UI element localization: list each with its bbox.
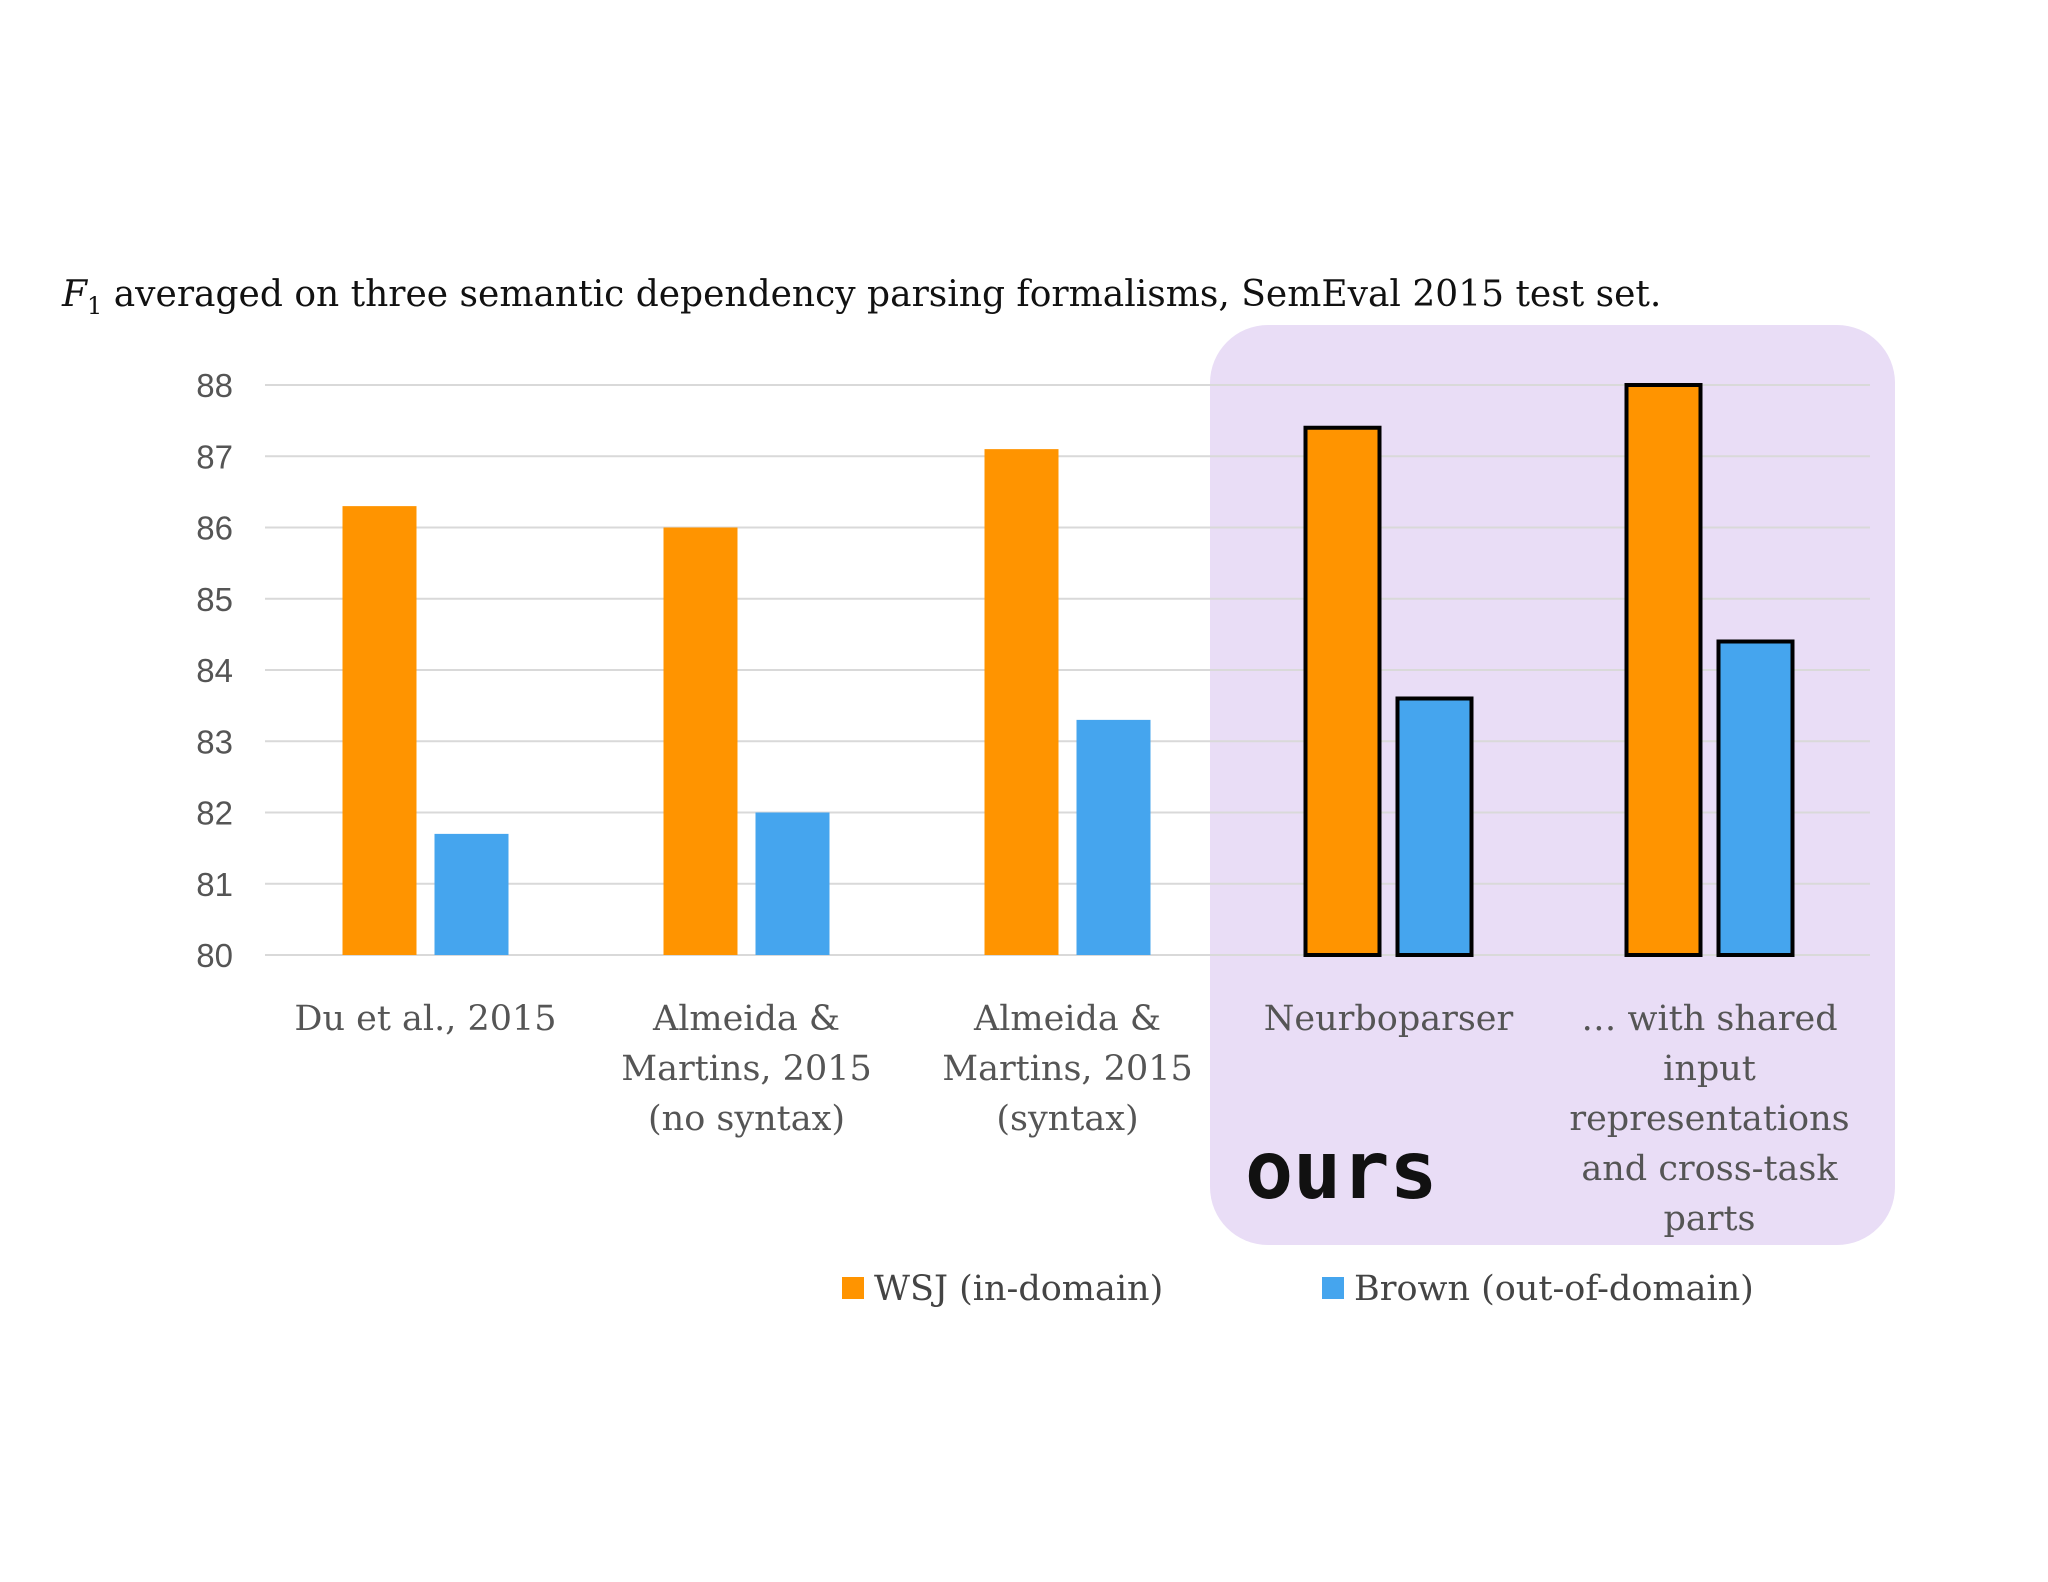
bars [342, 383, 1795, 957]
legend-label-wsj: WSJ (in-domain) [874, 1269, 1163, 1309]
title-rest: averaged on three semantic dependency pa… [102, 274, 1661, 315]
y-tick-label: 86 [196, 510, 233, 547]
x-category-label-line: input [1663, 1049, 1756, 1089]
x-category-label-line: (no syntax) [648, 1099, 845, 1139]
y-tick-label: 83 [196, 723, 233, 760]
x-category-label-line: Martins, 2015 [621, 1049, 872, 1089]
title-symbol: F [61, 274, 89, 315]
x-category-label-3: Neurboparser [1264, 999, 1514, 1039]
x-category-label-2: Almeida & Martins, 2015 (syntax) [942, 999, 1193, 1139]
x-category-label-line: … with shared [1581, 999, 1837, 1039]
x-category-label-line: Almeida & [652, 999, 840, 1039]
y-tick-label: 87 [196, 438, 233, 475]
y-tick-label: 82 [196, 795, 233, 832]
x-category-label-4: … with shared input representations and cro… [1569, 999, 1849, 1239]
x-category-label-line: Neurboparser [1264, 999, 1514, 1039]
y-tick-label: 84 [196, 652, 233, 689]
x-category-label-1: Almeida & Martins, 2015 (no syntax) [621, 999, 872, 1139]
bar-brown-1 [755, 812, 830, 955]
bar-wsj-3 [1303, 425, 1382, 957]
y-tick-label: 81 [196, 866, 233, 903]
bar-brown-4 [1716, 639, 1795, 957]
x-category-label-line: representations [1569, 1099, 1849, 1139]
x-category-label-line: and cross-task [1581, 1149, 1838, 1189]
legend-label-brown: Brown (out-of-domain) [1354, 1269, 1754, 1309]
grid-lines [265, 384, 1870, 956]
y-tick-label: 80 [196, 937, 233, 974]
chart-title: F1 averaged on three semantic dependency… [61, 274, 1661, 320]
legend-swatch-brown [1322, 1277, 1344, 1299]
x-category-label-0: Du et al., 2015 [294, 999, 556, 1039]
legend-swatch-wsj [842, 1277, 864, 1299]
legend: WSJ (in-domain) Brown (out-of-domain) [842, 1269, 1754, 1309]
y-axis-ticks: 80 81 82 83 84 85 86 87 88 [196, 367, 233, 974]
title-subscript: 1 [87, 292, 102, 320]
x-category-label-line: Almeida & [973, 999, 1161, 1039]
bar-brown-3 [1395, 696, 1474, 957]
ours-label: ours [1245, 1124, 1438, 1217]
bar-brown-2 [1076, 719, 1151, 955]
x-axis-category-labels: Du et al., 2015 Almeida & Martins, 2015 (no… [294, 999, 1849, 1239]
x-category-label-line: Martins, 2015 [942, 1049, 1193, 1089]
x-category-label-line: parts [1663, 1199, 1755, 1239]
bar-brown-0 [434, 833, 509, 955]
bar-wsj-1 [663, 527, 738, 955]
y-tick-label: 88 [196, 367, 233, 404]
bar-wsj-2 [984, 449, 1059, 955]
bar-wsj-0 [342, 506, 417, 955]
x-category-label-line: (syntax) [996, 1099, 1138, 1139]
y-tick-label: 85 [196, 581, 233, 618]
bar-wsj-4 [1624, 383, 1703, 957]
x-category-label-line: Du et al., 2015 [294, 999, 556, 1039]
